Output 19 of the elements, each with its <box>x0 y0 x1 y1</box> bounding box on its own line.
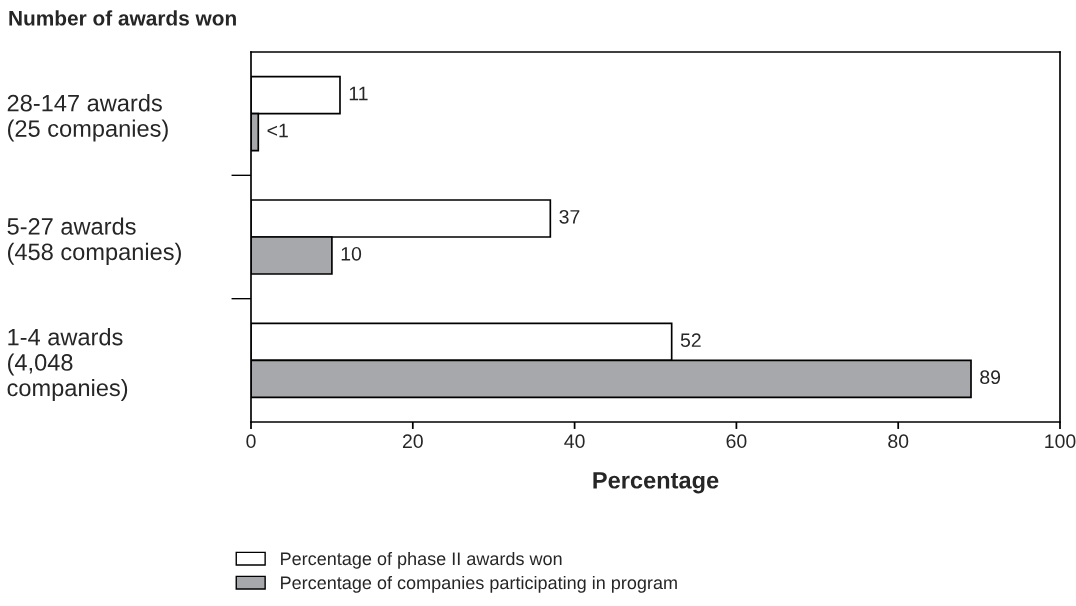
x-tick-label: 80 <box>888 434 909 449</box>
y-tick-label: 28-147 awards (25 companies) <box>7 94 168 142</box>
chart-title: Number of awards won <box>9 10 236 26</box>
data-label: 89 <box>980 370 1001 385</box>
y-tick-label: 1-4 awards (4,048 companies) <box>7 328 128 401</box>
x-tick-label: 40 <box>564 434 585 449</box>
data-label: 52 <box>680 333 701 348</box>
data-label: 11 <box>349 86 368 101</box>
x-tick-label: 100 <box>1045 434 1076 449</box>
x-axis-title: Percentage <box>593 472 719 494</box>
x-tick-label: 0 <box>246 434 256 449</box>
data-label: 10 <box>341 246 362 261</box>
x-tick-label: 20 <box>402 434 423 449</box>
y-tick-label: 5-27 awards (458 companies) <box>7 217 181 265</box>
legend-label: Percentage of companies participating in program <box>281 575 677 593</box>
data-label: <1 <box>267 123 288 138</box>
legend-label: Percentage of phase II awards won <box>281 551 562 569</box>
x-tick-label: 60 <box>726 434 747 449</box>
data-label: 37 <box>559 209 580 224</box>
